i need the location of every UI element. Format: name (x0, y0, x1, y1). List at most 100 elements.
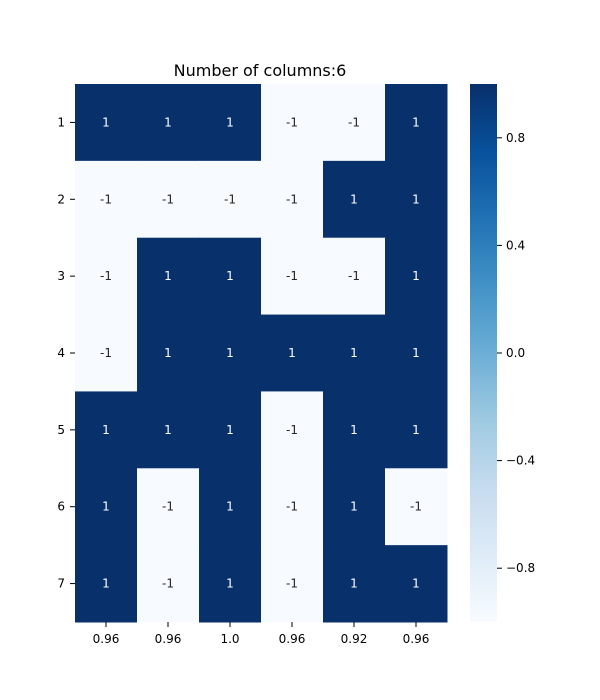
heatmap-cell (323, 160, 386, 239)
cell-value-label: 1 (412, 192, 420, 206)
cell-value-label: -1 (286, 423, 298, 437)
heatmap-cell (75, 545, 138, 623)
cell-value-label: -1 (100, 192, 112, 206)
heatmap-cell (261, 545, 324, 623)
heatmap-cell (137, 84, 200, 162)
heatmap-cell (199, 468, 262, 546)
heatmap-cell (385, 237, 448, 316)
y-tick-label: 3 (57, 269, 65, 283)
heatmap-cell (75, 391, 138, 469)
heatmap-cell (199, 391, 262, 469)
cell-value-label: 1 (412, 269, 420, 283)
cell-value-label: 1 (164, 423, 172, 437)
cell-value-label: -1 (224, 192, 236, 206)
heatmap-cell (75, 160, 138, 239)
x-tick-label: 1.0 (220, 632, 239, 646)
cell-value-label: 1 (164, 269, 172, 283)
heatmap-cell (323, 391, 386, 469)
heatmap-cell (137, 237, 200, 316)
heatmap-cell (323, 314, 386, 392)
cell-value-label: -1 (162, 192, 174, 206)
cell-value-label: 1 (288, 346, 296, 360)
cell-value-label: -1 (100, 269, 112, 283)
cell-value-label: -1 (286, 269, 298, 283)
x-tick-label: 0.96 (155, 632, 182, 646)
heatmap-cell (385, 468, 448, 546)
cell-value-label: 1 (226, 115, 234, 129)
x-tick-label: 0.96 (93, 632, 120, 646)
cell-value-label: 1 (164, 115, 172, 129)
heatmap-cell (261, 391, 324, 469)
x-tick-label: 0.96 (279, 632, 306, 646)
heatmap-cell (199, 160, 262, 239)
heatmap-cell (261, 314, 324, 392)
colorbar-axis: 0.8 0.4 0.0 −0.4 −0.8 (497, 131, 535, 575)
heatmap-cell (323, 237, 386, 316)
cell-value-label: 1 (412, 577, 420, 591)
heatmap-cell (199, 314, 262, 392)
cell-value-label: 1 (412, 346, 420, 360)
y-axis: 1 2 3 4 5 6 7 (57, 115, 75, 591)
heatmap-cell (385, 84, 448, 162)
heatmap-cell (199, 84, 262, 162)
heatmap-cell (137, 314, 200, 392)
cell-value-label: 1 (350, 423, 358, 437)
chart-title: Number of columns:6 (174, 61, 347, 80)
cell-value-label: 1 (226, 500, 234, 514)
cell-value-label: -1 (286, 500, 298, 514)
cell-value-label: -1 (162, 577, 174, 591)
cell-value-label: -1 (348, 269, 360, 283)
cell-value-label: 1 (412, 115, 420, 129)
heatmap-cell (137, 545, 200, 623)
cell-value-label: 1 (102, 577, 110, 591)
heatmap-cell (261, 237, 324, 316)
x-tick-label: 0.96 (403, 632, 430, 646)
heatmap-cell (75, 468, 138, 546)
colorbar-tick-label: −0.8 (506, 561, 535, 575)
colorbar-tick-label: −0.4 (506, 454, 535, 468)
cell-value-label: 1 (102, 115, 110, 129)
heatmap-cell (385, 314, 448, 392)
cell-value-label: 1 (350, 346, 358, 360)
heatmap-cell (385, 160, 448, 239)
heatmap-cell (137, 160, 200, 239)
colorbar (470, 84, 497, 622)
cell-value-label: 1 (412, 423, 420, 437)
cell-value-label: 1 (102, 500, 110, 514)
y-tick-label: 4 (57, 346, 65, 360)
cell-value-label: -1 (162, 500, 174, 514)
heatmap-cell (323, 84, 386, 162)
heatmap-cell (199, 545, 262, 623)
heatmap-cell (137, 468, 200, 546)
cell-value-label: 1 (226, 577, 234, 591)
colorbar-tick-label: 0.8 (506, 131, 525, 145)
heatmap-cell-labels: 1 1 1 -1 -1 1 -1 -1 -1 -1 1 1 -1 1 1 -1 -1 1 -1 1 1 1 1 1 1 1 1 -1 1… (100, 115, 422, 590)
y-tick-label: 2 (57, 192, 65, 206)
cell-value-label: -1 (100, 346, 112, 360)
heatmap-cells (75, 84, 448, 623)
cell-value-label: 1 (350, 500, 358, 514)
heatmap-cell (75, 314, 138, 392)
cell-value-label: 1 (350, 192, 358, 206)
heatmap-cell (323, 545, 386, 623)
colorbar-tick-label: 0.0 (506, 346, 525, 360)
cell-value-label: 1 (226, 269, 234, 283)
heatmap-cell (75, 237, 138, 316)
y-tick-label: 5 (57, 423, 65, 437)
heatmap-cell (75, 84, 138, 162)
cell-value-label: -1 (286, 577, 298, 591)
cell-value-label: 1 (350, 577, 358, 591)
cell-value-label: 1 (226, 346, 234, 360)
y-tick-label: 1 (57, 115, 65, 129)
heatmap-cell (199, 237, 262, 316)
heatmap-cell (385, 391, 448, 469)
heatmap-cell (261, 468, 324, 546)
cell-value-label: 1 (102, 423, 110, 437)
heatmap-cell (385, 545, 448, 623)
cell-value-label: 1 (164, 346, 172, 360)
cell-value-label: -1 (410, 500, 422, 514)
y-tick-label: 7 (57, 577, 65, 591)
y-tick-label: 6 (57, 500, 65, 514)
heatmap-cell (323, 468, 386, 546)
